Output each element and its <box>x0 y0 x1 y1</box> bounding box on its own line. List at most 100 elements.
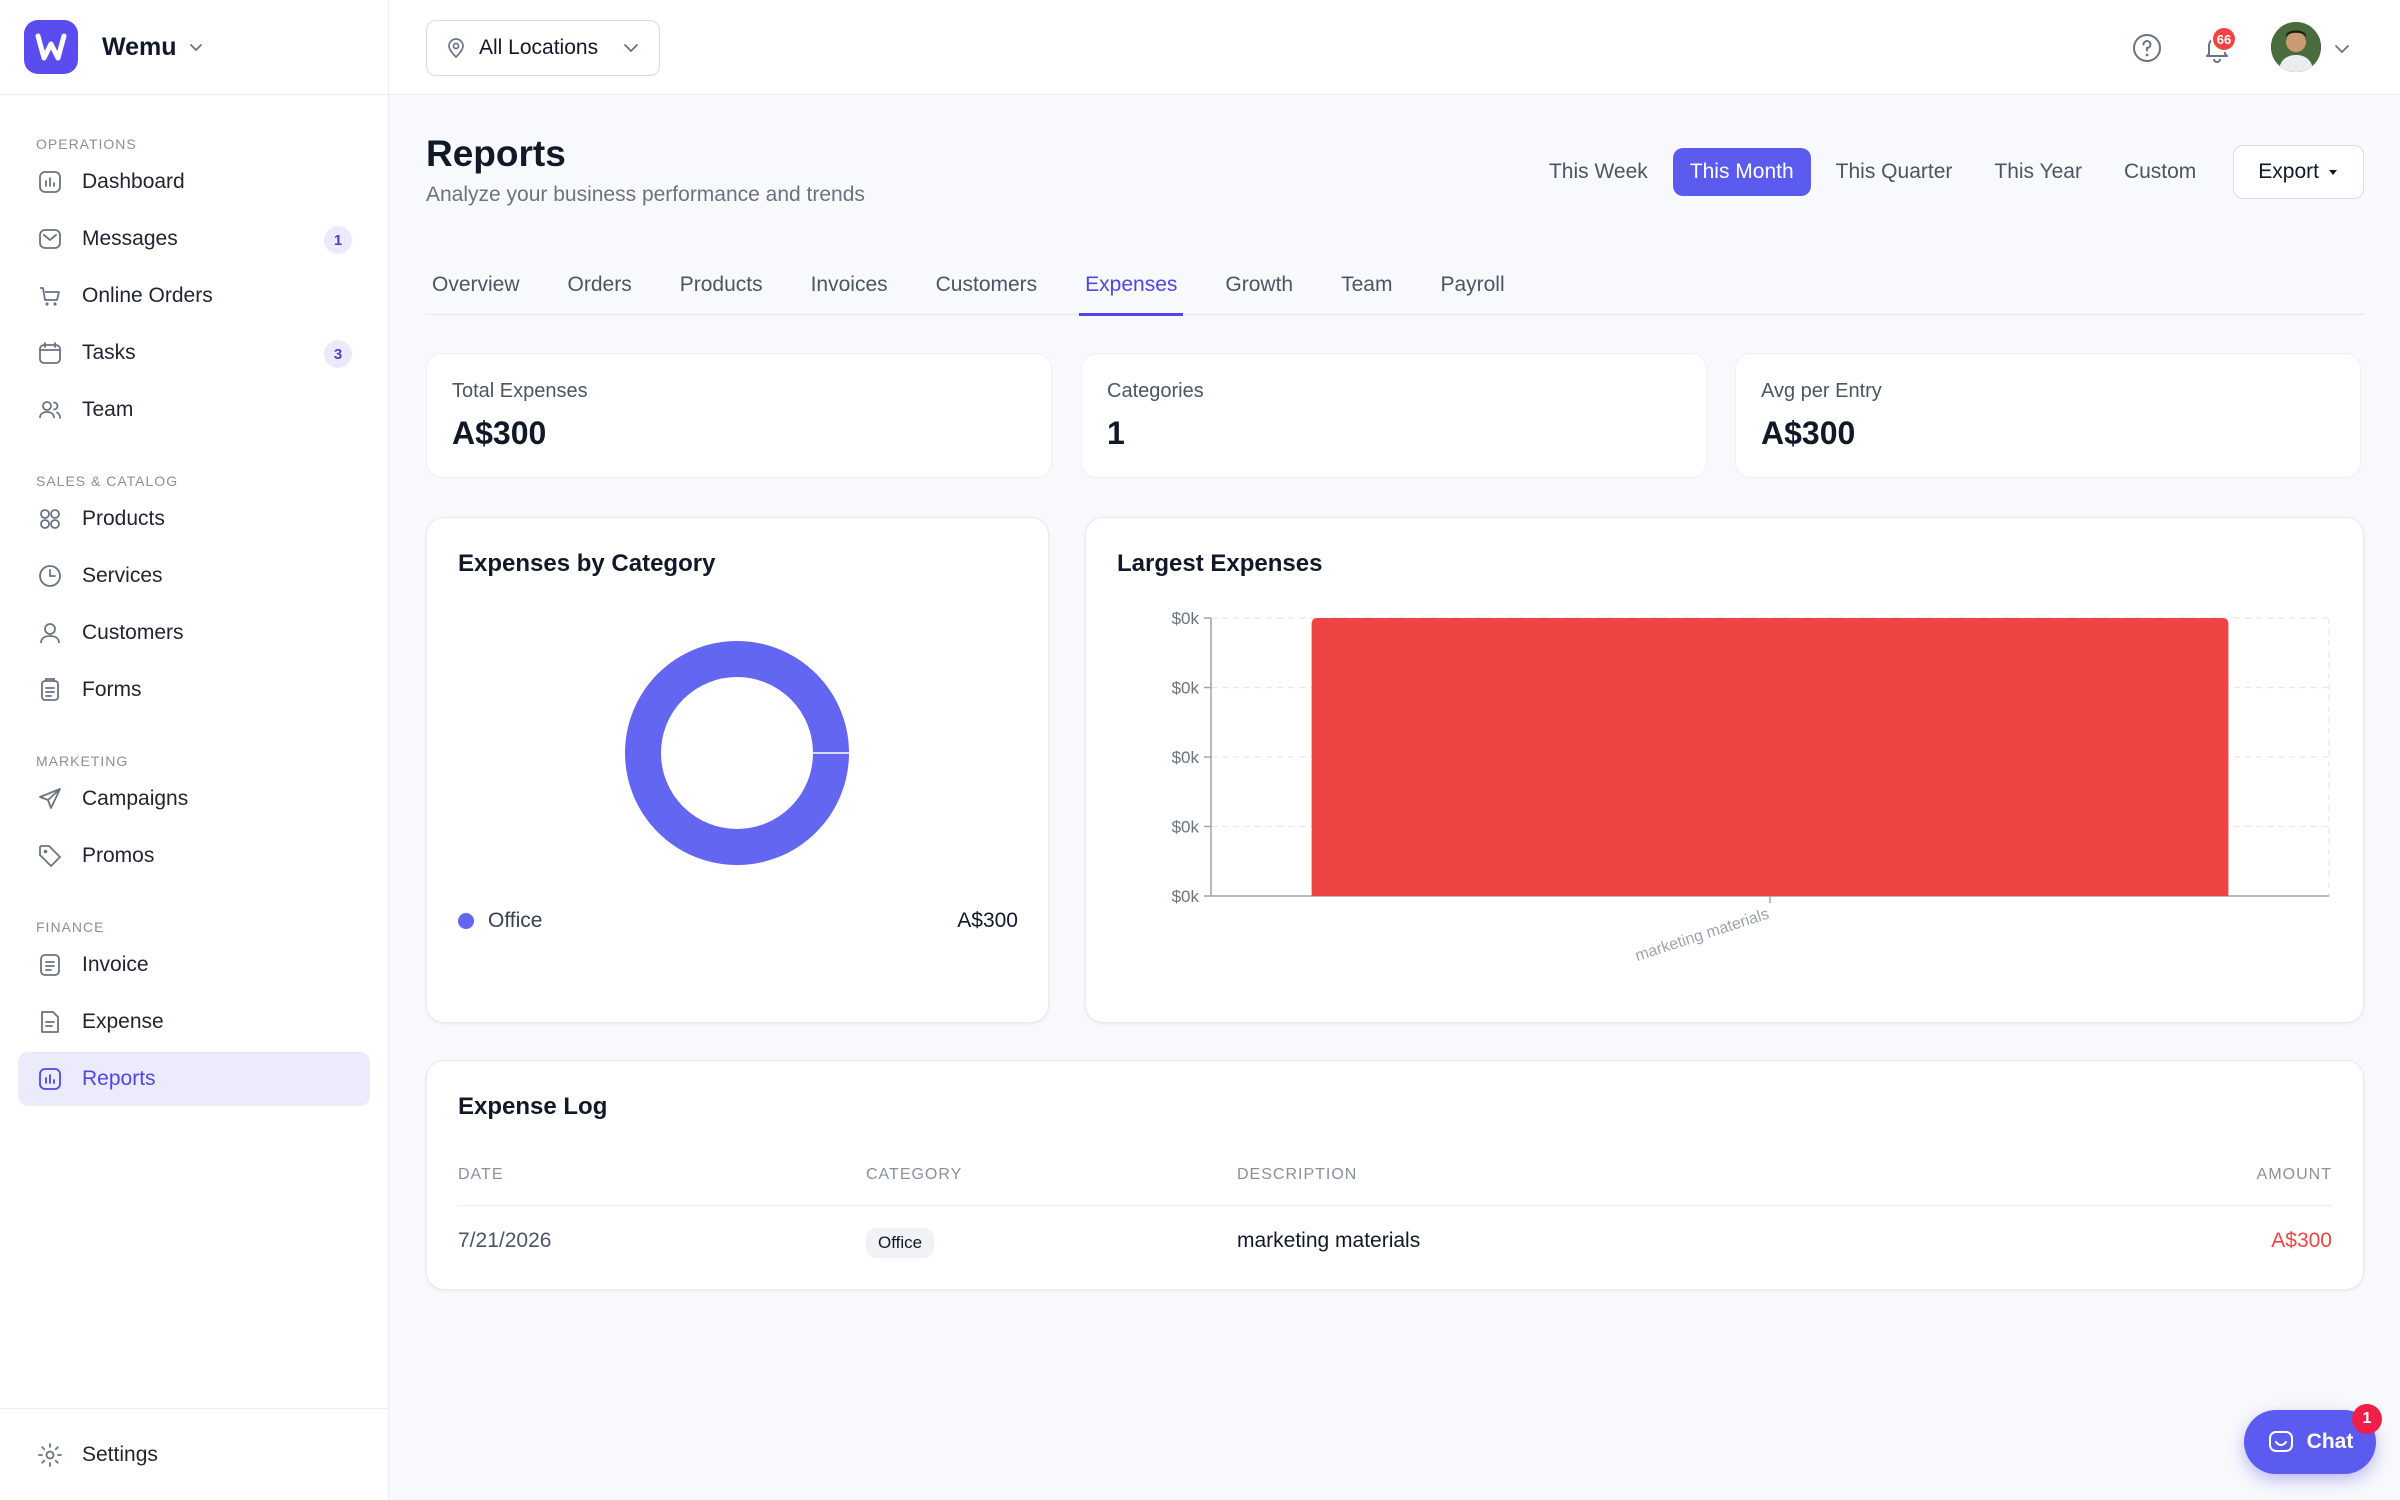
y-tick-label: $0k <box>1172 887 1200 906</box>
tab-expenses[interactable]: Expenses <box>1079 255 1184 316</box>
tab-team[interactable]: Team <box>1341 273 1393 296</box>
sidebar-item-label: Messages <box>82 227 178 250</box>
map-pin-icon <box>445 37 467 59</box>
tab-customers[interactable]: Customers <box>935 273 1038 296</box>
sidebar-item-label: Expense <box>82 1010 164 1033</box>
bar-marketing-materials[interactable] <box>1311 618 2229 896</box>
x-tick-label: marketing materials <box>1633 906 1771 965</box>
cell-date: 7/21/2026 <box>458 1229 552 1252</box>
cell-amount: A$300 <box>2271 1229 2332 1252</box>
chevron-down-icon <box>187 38 205 56</box>
stat-value: A$300 <box>452 415 547 451</box>
legend-name: Office <box>488 909 543 932</box>
legend-item-office: Office A$300 <box>458 909 1018 933</box>
brand-name: Wemu <box>102 32 177 61</box>
category-pill: Office <box>866 1228 935 1258</box>
gear-icon <box>36 1441 64 1469</box>
export-button[interactable]: Export <box>2233 145 2364 199</box>
range-this-month[interactable]: This Month <box>1672 148 1811 196</box>
y-tick-label: $0k <box>1172 609 1200 628</box>
nav-section-finance: FINANCE <box>36 919 105 935</box>
card-title: Largest Expenses <box>1117 550 1323 577</box>
page-title: Reports <box>426 133 566 174</box>
date-range-selector: This Week This Month This Quarter This Y… <box>1524 145 2364 199</box>
largest-expenses-card: Largest Expenses $0k $0k $0k $0k $0k marketin… <box>1085 517 2364 1023</box>
tab-invoices[interactable]: Invoices <box>810 273 888 296</box>
legend-swatch <box>458 913 474 929</box>
tasks-count-badge: 3 <box>324 340 352 368</box>
largest-expenses-bar-chart: $0k $0k $0k $0k $0k marketing materials <box>1172 609 2330 965</box>
cell-description: marketing materials <box>1237 1229 1421 1252</box>
sidebar-item-forms[interactable]: Forms <box>18 663 370 717</box>
chevron-down-icon <box>621 38 641 58</box>
range-custom[interactable]: Custom <box>2107 148 2213 196</box>
column-header-date: DATE <box>458 1166 504 1183</box>
avatar[interactable] <box>2271 22 2321 72</box>
sidebar-item-label: Dashboard <box>82 170 185 193</box>
sidebar-item-reports[interactable]: Reports <box>18 1052 370 1106</box>
sidebar-item-services[interactable]: Services <box>18 549 370 603</box>
sidebar-item-customers[interactable]: Customers <box>18 606 370 660</box>
sidebar-item-campaigns[interactable]: Campaigns <box>18 772 370 826</box>
stat-card-total-expenses: Total Expenses A$300 <box>426 353 1052 478</box>
sidebar-item-label: Online Orders <box>82 284 213 307</box>
messages-count-badge: 1 <box>324 226 352 254</box>
table-row: 7/21/2026 Office marketing materials A$3… <box>458 1206 2332 1276</box>
sidebar-nav: OPERATIONS Dashboard Messages 1 Online O… <box>0 120 388 1106</box>
user-icon <box>36 619 64 647</box>
stat-value: 1 <box>1107 415 1125 451</box>
sidebar-item-expense[interactable]: Expense <box>18 995 370 1049</box>
table-header: DATE CATEGORY DESCRIPTION AMOUNT <box>458 1146 2332 1206</box>
expense-log-card: Expense Log DATE CATEGORY DESCRIPTION AM… <box>426 1060 2364 1290</box>
stat-label: Categories <box>1107 380 1204 402</box>
sidebar-item-label: Customers <box>82 621 184 644</box>
stat-card-avg-per-entry: Avg per Entry A$300 <box>1735 353 2361 478</box>
sidebar-item-label: Services <box>82 564 163 587</box>
send-icon <box>36 785 64 813</box>
sidebar-item-dashboard[interactable]: Dashboard <box>18 155 370 209</box>
tab-payroll[interactable]: Payroll <box>1440 273 1505 296</box>
sidebar-item-label: Campaigns <box>82 787 189 810</box>
sidebar-item-promos[interactable]: Promos <box>18 829 370 883</box>
tab-products[interactable]: Products <box>679 273 763 296</box>
location-select[interactable]: All Locations <box>426 20 660 76</box>
tab-growth[interactable]: Growth <box>1225 273 1294 296</box>
wemu-logo-icon <box>24 20 78 74</box>
stat-value: A$300 <box>1761 415 1856 451</box>
sidebar-item-invoice[interactable]: Invoice <box>18 938 370 992</box>
sidebar-item-label: Settings <box>82 1442 158 1466</box>
nav-section-sales-catalog: SALES & CATALOG <box>36 473 179 489</box>
range-this-quarter[interactable]: This Quarter <box>1819 148 1970 196</box>
page-subtitle: Analyze your business performance and tr… <box>426 183 865 206</box>
chat-bubble-icon <box>2267 1428 2295 1456</box>
nav-section-marketing: MARKETING <box>36 753 129 769</box>
donut-slice-office[interactable] <box>625 641 849 865</box>
sidebar-item-label: Team <box>82 398 134 421</box>
brand-switcher[interactable]: Wemu <box>0 0 388 95</box>
sidebar-item-settings[interactable]: Settings <box>18 1428 371 1482</box>
receipt-icon <box>36 1008 64 1036</box>
sidebar-item-products[interactable]: Products <box>18 492 370 546</box>
sidebar-item-label: Promos <box>82 844 155 867</box>
tab-orders[interactable]: Orders <box>567 273 632 296</box>
account-chevron-down-icon[interactable] <box>2331 38 2353 60</box>
card-title: Expense Log <box>458 1093 608 1120</box>
tag-icon <box>36 842 64 870</box>
stat-label: Avg per Entry <box>1761 380 1882 402</box>
y-tick-label: $0k <box>1172 748 1200 767</box>
range-this-year[interactable]: This Year <box>1977 148 2099 196</box>
sidebar-item-label: Tasks <box>82 341 136 364</box>
sidebar-item-tasks[interactable]: Tasks 3 <box>18 326 370 380</box>
top-bar: All Locations 66 <box>389 0 2400 95</box>
sidebar-item-label: Reports <box>82 1067 156 1090</box>
help-icon[interactable] <box>2129 30 2165 66</box>
nav-section-operations: OPERATIONS <box>36 136 137 152</box>
tab-overview[interactable]: Overview <box>432 273 520 296</box>
sidebar-item-team[interactable]: Team <box>18 383 370 437</box>
sidebar-item-online-orders[interactable]: Online Orders <box>18 269 370 323</box>
sidebar-item-messages[interactable]: Messages 1 <box>18 212 370 266</box>
export-label: Export <box>2258 160 2319 183</box>
range-this-week[interactable]: This Week <box>1532 148 1665 196</box>
location-label: All Locations <box>479 36 599 59</box>
donut-chart <box>625 641 849 865</box>
